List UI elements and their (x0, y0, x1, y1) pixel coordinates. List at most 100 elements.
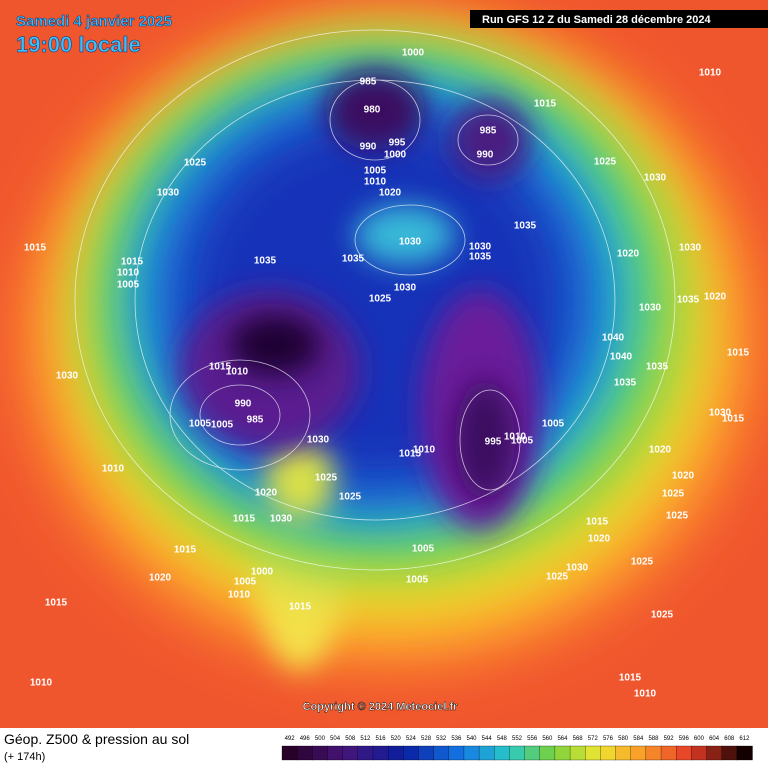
isobar-label: 1030 (679, 243, 702, 254)
color-scale: 492 496 500 504 508 512 516 520 524 528 532 536 540 5… (281, 736, 753, 761)
isobar-label: 1035 (469, 252, 492, 263)
isobar-label: 1030 (157, 188, 180, 199)
scale-swatch (706, 745, 723, 761)
scale-swatch (539, 745, 556, 761)
isobar-label: 1010 (699, 68, 722, 79)
isobar-label: 1025 (666, 511, 689, 522)
scale-swatch (387, 745, 404, 761)
footer-lead: (+ 174h) (4, 751, 45, 763)
isobar-label: 1005 (234, 577, 257, 588)
isobar-label: 1030 (399, 237, 422, 248)
scale-label: 512 (360, 736, 371, 742)
isobar-label: 1015 (289, 602, 312, 613)
isobar-label: 1015 (534, 99, 557, 110)
isobar-label: 1020 (588, 534, 611, 545)
scale-label: 496 (300, 736, 311, 742)
scale-label: 492 (285, 736, 296, 742)
scale-swatch (691, 745, 708, 761)
isobar-label: 1030 (639, 303, 662, 314)
isobar-label: 1015 (233, 514, 256, 525)
run-box (470, 10, 768, 28)
scale-swatch (494, 745, 511, 761)
isobar-label: 1030 (644, 173, 667, 184)
isobar-label: 990 (360, 142, 377, 153)
isobar-label: 1000 (384, 150, 407, 161)
scale-swatch (736, 745, 753, 761)
isobar-label: 1015 (45, 598, 68, 609)
isobar-label: 1010 (228, 590, 251, 601)
isobar-label: 1015 (174, 545, 197, 556)
isobar-label: 1025 (631, 557, 654, 568)
isobar-label: 980 (364, 105, 381, 116)
isobar-label: 1005 (189, 419, 212, 430)
isobar-label: 1030 (270, 514, 293, 525)
isobar-label: 1000 (251, 567, 274, 578)
isobar-label: 1025 (546, 572, 569, 583)
isobar-label: 995 (389, 138, 406, 149)
scale-label: 552 (512, 736, 523, 742)
scale-swatch (660, 745, 677, 761)
geopotential-field (0, 0, 768, 728)
scale-label: 584 (633, 736, 644, 742)
isobar-label: 1020 (149, 573, 172, 584)
isobar-label: 1005 (117, 280, 140, 291)
isobar-label: 1030 (469, 242, 492, 253)
isobar-label: 1010 (30, 678, 53, 689)
isobar-label: 1010 (117, 268, 140, 279)
scale-swatch (569, 745, 586, 761)
scale-label: 536 (451, 736, 462, 742)
isobar-label: 1005 (511, 436, 534, 447)
scale-swatch (600, 745, 617, 761)
isobar-label: 1010 (634, 689, 657, 700)
isobar-label: 1035 (254, 256, 277, 267)
scale-label: 576 (603, 736, 614, 742)
scale-swatch (554, 745, 571, 761)
copyright: Copyright © 2024 Meteociel.fr (303, 701, 459, 713)
isobar-label: 1025 (594, 157, 617, 168)
scale-label: 556 (527, 736, 538, 742)
isobar-label: 1015 (209, 362, 232, 373)
isobar-label: 1015 (586, 517, 609, 528)
isobar-label: 1020 (255, 488, 278, 499)
isobar-label: 1020 (617, 249, 640, 260)
scale-swatch (448, 745, 465, 761)
isobar-label: 1010 (504, 432, 527, 443)
scale-swatch (463, 745, 480, 761)
isobars (74, 29, 676, 571)
isobar-label: 1025 (339, 492, 362, 503)
scale-label: 588 (648, 736, 659, 742)
scale-swatch (433, 745, 450, 761)
isobar-label: 1010 (364, 177, 387, 188)
scale-swatch (478, 745, 495, 761)
scale-label: 580 (618, 736, 629, 742)
isobar-label: 1035 (614, 378, 637, 389)
isobar-label: 1025 (369, 294, 392, 305)
isobar-label: 1015 (619, 673, 642, 684)
isobar-label: 1000 (402, 48, 425, 59)
scale-swatch (645, 745, 662, 761)
scale-swatch (327, 745, 344, 761)
scale-label: 508 (345, 736, 356, 742)
scale-label: 600 (694, 736, 705, 742)
scale-swatch (676, 745, 693, 761)
isobar-label: 985 (360, 77, 377, 88)
scale-label: 564 (557, 736, 568, 742)
scale-label: 500 (315, 736, 326, 742)
isobar-label: 1025 (651, 610, 674, 621)
scale-label: 540 (467, 736, 478, 742)
scale-swatch (312, 745, 329, 761)
run-text: Run GFS 12 Z du Samedi 28 décembre 2024 (482, 14, 712, 26)
isobar-label: 990 (235, 399, 252, 410)
scale-swatch (297, 745, 313, 761)
scale-label: 604 (709, 736, 720, 742)
isobar-label: 1030 (709, 408, 732, 419)
isobar-label: 1025 (184, 158, 207, 169)
isobar-label: 1005 (211, 420, 234, 431)
isobar-label: 1030 (56, 371, 79, 382)
scale-swatch (372, 745, 389, 761)
footer-title: Géop. Z500 & pression au sol (4, 731, 189, 747)
scale-label: 524 (406, 736, 417, 742)
scale-swatch (585, 745, 602, 761)
isobar-label: 1015 (399, 449, 422, 460)
